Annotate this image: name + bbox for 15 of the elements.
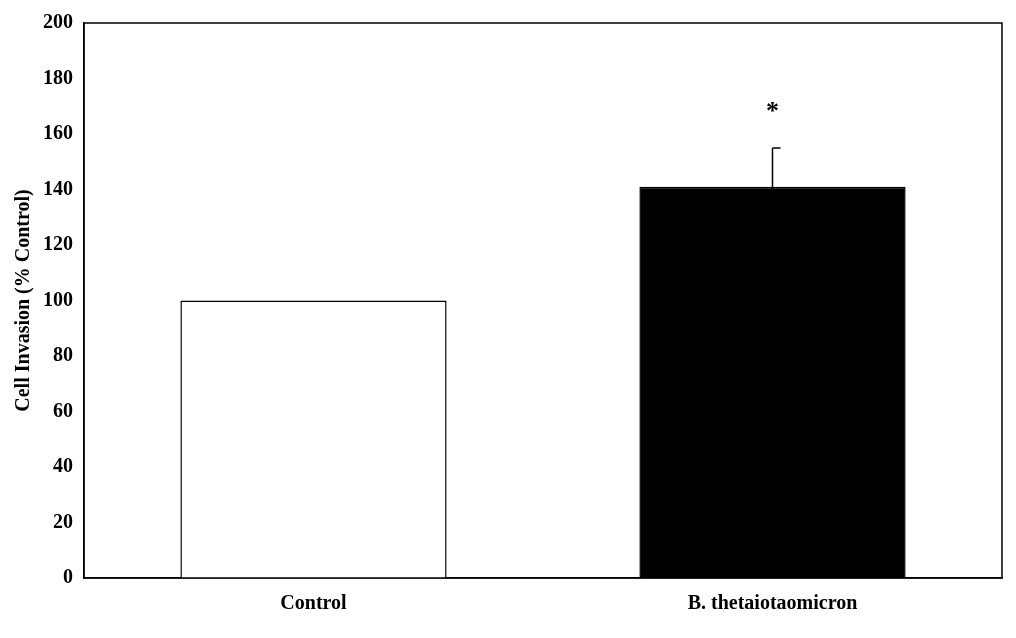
y-tick-label: 100: [43, 287, 73, 310]
x-tick-label: Control: [280, 591, 348, 614]
y-tick-label: 80: [53, 343, 73, 366]
y-tick-label: 20: [53, 509, 73, 532]
annotation: *: [766, 95, 779, 125]
y-tick-label: 40: [53, 454, 73, 477]
x-tick-label: B. thetaiotaomicron: [687, 591, 858, 614]
y-tick-label: 60: [53, 398, 73, 421]
y-tick-label: 200: [43, 10, 73, 33]
y-tick-label: 140: [43, 176, 73, 199]
y-axis-title: Cell Invasion (% Control): [11, 189, 35, 412]
y-tick-label: 180: [43, 65, 73, 88]
y-tick-label: 120: [43, 232, 73, 255]
y-tick-label: 0: [63, 565, 73, 588]
y-tick-label: 160: [43, 121, 73, 144]
